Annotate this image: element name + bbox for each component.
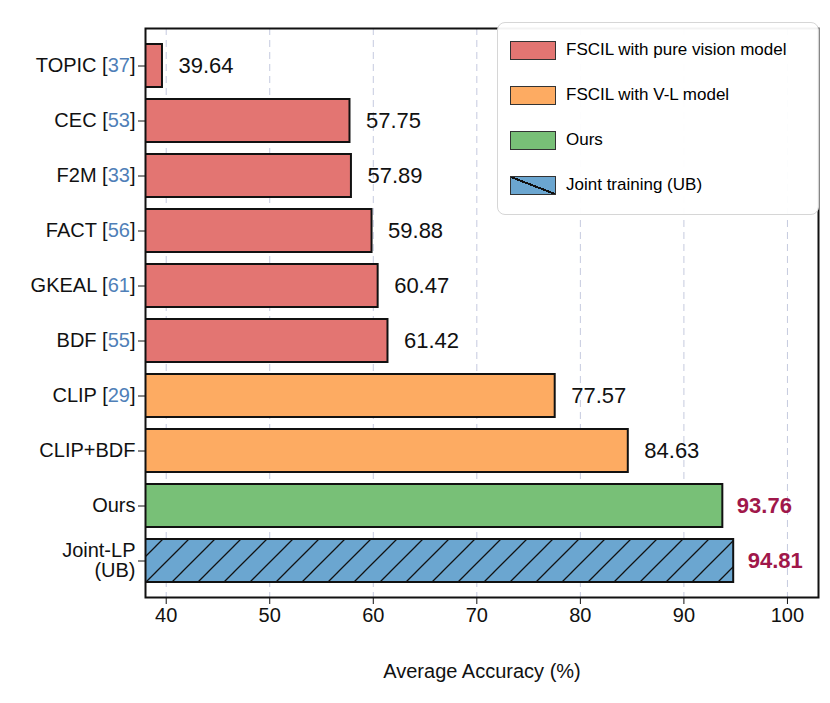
svg-text:Joint-LP(UB): Joint-LP(UB) [62,539,135,581]
svg-text:70: 70 [466,604,488,626]
svg-text:84.63: 84.63 [644,438,699,463]
svg-text:50: 50 [259,604,281,626]
svg-text:59.88: 59.88 [388,218,443,243]
svg-text:90: 90 [673,604,695,626]
svg-text:CLIP [29]: CLIP [29] [52,384,135,406]
svg-text:94.81: 94.81 [748,548,803,573]
html-text:FSCIL with V-L model: FSCIL with V-L model [566,85,730,104]
svg-text:Ours: Ours [92,494,135,516]
svg-text:FACT [56]: FACT [56] [46,219,136,241]
svg-text:57.89: 57.89 [367,163,422,188]
svg-text:Average Accuracy (%): Average Accuracy (%) [383,660,581,682]
svg-text:61.42: 61.42 [404,328,459,353]
svg-text:40: 40 [155,604,177,626]
svg-text:93.76: 93.76 [737,493,792,518]
svg-text:77.57: 77.57 [571,383,626,408]
html-text:FSCIL with pure vision model: FSCIL with pure vision model [566,40,787,59]
svg-text:57.75: 57.75 [366,108,421,133]
html-text:Joint training (UB): Joint training (UB) [566,175,703,194]
svg-text:CEC [53]: CEC [53] [54,109,135,131]
svg-text:GKEAL [61]: GKEAL [61] [31,274,136,296]
svg-text:80: 80 [569,604,591,626]
svg-text:BDF [55]: BDF [55] [57,329,136,351]
svg-text:39.64: 39.64 [178,53,233,78]
svg-text:100: 100 [771,604,804,626]
svg-text:TOPIC [37]: TOPIC [37] [36,54,136,76]
svg-text:60.47: 60.47 [394,273,449,298]
svg-text:60: 60 [362,604,384,626]
html-text:Ours: Ours [566,130,603,149]
svg-text:CLIP+BDF: CLIP+BDF [39,439,135,461]
svg-text:F2M [33]: F2M [33] [57,164,136,186]
